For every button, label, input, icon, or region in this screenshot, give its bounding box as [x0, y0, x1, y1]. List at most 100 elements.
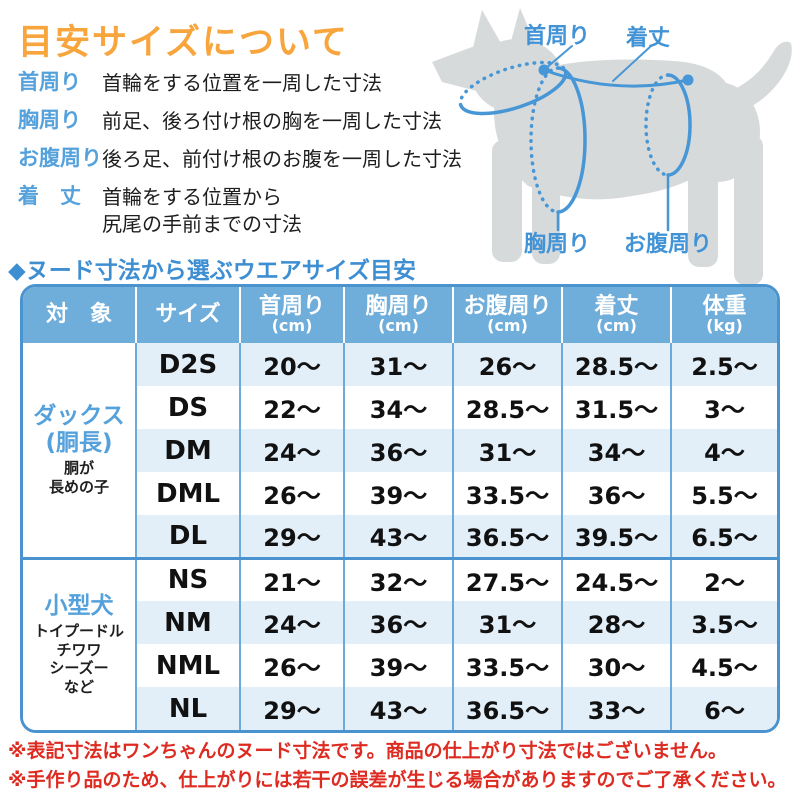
footer-notes: ※表記寸法はワンちゃんのヌード寸法です。商品の仕上がり寸法ではございません。 ※… — [8, 737, 796, 794]
note-line-2: ※手作り品のため、仕上がりには若干の誤差が生じる場合がありますのでご了承ください… — [8, 768, 787, 791]
chest-cell: 31～ — [343, 343, 453, 386]
size-cell: DML — [155, 478, 221, 509]
belly-cell: 36.5～ — [452, 515, 562, 558]
target-group-dachshund: ダックス (胴長) 胴が 長めの子 — [23, 343, 137, 558]
col-header-size: サイズ — [135, 287, 240, 343]
chest-cell: 36～ — [343, 601, 453, 644]
belly-cell: 26～ — [452, 343, 562, 386]
diagram-length-label: 着丈 — [626, 26, 671, 51]
weight-cell: 3.5～ — [670, 601, 777, 644]
table-row: DL 29～ 43～ 36.5～ 39.5～ 6.5～ — [23, 515, 777, 558]
group-subtext: トイプードル チワワ シーズー など — [33, 621, 124, 697]
diagram-chest-label: 胸周り — [524, 232, 591, 257]
col-header-belly: お腹周り (cm) — [452, 287, 562, 343]
col-header-length: 着丈 (cm) — [561, 287, 671, 343]
section-heading: ◆ヌード寸法から選ぶウエアサイズ目安 — [8, 258, 416, 284]
belly-cell: 31～ — [452, 429, 562, 472]
definition-desc: 首輪をする位置から 尻尾の手前までの寸法 — [102, 184, 302, 238]
length-start-dot — [538, 64, 550, 76]
definition-term: 首周り — [18, 70, 81, 94]
length-end-dot — [682, 74, 694, 86]
belly-cell: 27.5～ — [452, 556, 562, 601]
weight-cell: 2～ — [670, 556, 777, 601]
chest-cell: 43～ — [343, 687, 453, 730]
group-name: 小型犬 — [44, 592, 114, 619]
definition-desc: 後ろ足、前付け根のお腹を一周した寸法 — [102, 147, 462, 171]
dog-silhouette-graphic — [432, 8, 792, 285]
weight-cell: 5.5～ — [670, 472, 777, 515]
chest-cell: 39～ — [343, 472, 453, 515]
size-cell: DM — [136, 429, 240, 472]
belly-cell: 31～ — [452, 601, 562, 644]
size-cell: DL — [136, 515, 240, 558]
table-row: DML 26～ 39～ 33.5～ 36～ 5.5～ — [23, 472, 777, 515]
definition-term: 胸周り — [18, 108, 81, 132]
belly-cell: 36.5～ — [452, 687, 562, 730]
definition-chest: 胸周り 前足、後ろ付け根の胸を一周した寸法 — [18, 108, 442, 135]
definition-length: 着 丈 首輪をする位置から 尻尾の手前までの寸法 — [18, 184, 438, 238]
table-row: NML 26～ 39～ 33.5～ 30～ 4.5～ — [23, 644, 777, 687]
belly-cell: 33.5～ — [452, 472, 562, 515]
length-cell: 31.5～ — [561, 386, 671, 429]
group-subtext: 胴が 長めの子 — [48, 458, 109, 496]
chest-cell: 43～ — [343, 515, 453, 558]
definition-neck: 首周り 首輪をする位置を一周した寸法 — [18, 70, 438, 97]
neck-cell: 24～ — [239, 429, 344, 472]
neck-cell: 26～ — [239, 644, 344, 687]
table-row: ダックス (胴長) 胴が 長めの子 D2S 20～ 31～ 26～ 28.5～ … — [23, 343, 777, 558]
group-name: ダックス — [33, 403, 125, 430]
table-header-row: 対 象 サイズ 首周り (cm) 胸周り (cm) お腹周り (cm) 着丈 (cm) … — [23, 287, 777, 343]
chest-cell: 32～ — [343, 556, 453, 601]
definition-term: お腹周り — [18, 146, 102, 170]
neck-cell: 29～ — [239, 515, 344, 558]
size-table-container: 対 象 サイズ 首周り (cm) 胸周り (cm) お腹周り (cm) 着丈 (cm) … — [20, 284, 780, 733]
weight-cell: 4.5～ — [670, 644, 777, 687]
table-row: 小型犬 トイプードル チワワ シーズー など NS 21～ 32～ 27.5～ … — [23, 556, 777, 730]
col-header-weight: 体重 (kg) — [670, 287, 777, 343]
diagram-belly-label: お腹周り — [624, 232, 713, 257]
size-cell: NL — [136, 687, 240, 730]
neck-cell: 29～ — [239, 687, 344, 730]
weight-cell: 6.5～ — [670, 515, 777, 558]
length-cell: 30～ — [561, 644, 671, 687]
group-name-2: (胴長) — [45, 429, 113, 456]
diagram-neck-label: 首周り — [524, 24, 591, 49]
definition-belly: お腹周り 後ろ足、前付け根のお腹を一周した寸法 — [18, 146, 462, 173]
chest-cell: 36～ — [343, 429, 453, 472]
target-group-small-dog: 小型犬 トイプードル チワワ シーズー など — [23, 556, 137, 730]
neck-cell: 26～ — [239, 472, 344, 515]
weight-cell: 2.5～ — [670, 343, 777, 386]
note-line-1: ※表記寸法はワンちゃんのヌード寸法です。商品の仕上がり寸法ではございません。 — [8, 740, 728, 762]
weight-cell: 3～ — [670, 386, 777, 429]
col-header-neck: 首周り (cm) — [239, 287, 344, 343]
chest-cell: 34～ — [343, 386, 453, 429]
belly-cell: 28.5～ — [452, 386, 562, 429]
weight-cell: 6～ — [670, 687, 777, 730]
table-row: DM 24～ 36～ 31～ 34～ 4～ — [23, 429, 777, 472]
length-cell: 28.5～ — [561, 343, 671, 386]
table-row: NL 29～ 43～ 36.5～ 33～ 6～ — [23, 687, 777, 730]
measurement-definitions: 首周り 首輪をする位置を一周した寸法 胸周り 前足、後ろ付け根の胸を一周した寸法… — [18, 70, 462, 249]
weight-cell: 4～ — [670, 429, 777, 472]
definition-desc: 前足、後ろ付け根の胸を一周した寸法 — [102, 109, 442, 133]
page-title: 目安サイズについて — [18, 23, 349, 63]
length-cell: 34～ — [561, 429, 671, 472]
col-header-target: 対 象 — [23, 287, 136, 343]
length-cell: 33～ — [561, 687, 671, 730]
size-cell: DS — [167, 392, 209, 423]
belly-cell: 33.5～ — [452, 644, 562, 687]
neck-cell: 21～ — [239, 556, 344, 601]
size-cell: NM — [136, 601, 240, 644]
chest-cell: 39～ — [343, 644, 453, 687]
table-row: NM 24～ 36～ 31～ 28～ 3.5～ — [23, 601, 777, 644]
length-cell: 36～ — [561, 472, 671, 515]
definition-desc: 首輪をする位置を一周した寸法 — [102, 71, 382, 95]
neck-cell: 22～ — [239, 386, 344, 429]
definition-desc-line1: 首輪をする位置から — [102, 185, 282, 209]
size-cell: D2S — [136, 343, 240, 386]
definition-term: 着 丈 — [18, 184, 81, 208]
col-header-chest: 胸周り (cm) — [343, 287, 453, 343]
length-cell: 28～ — [561, 601, 671, 644]
length-cell: 24.5～ — [561, 556, 671, 601]
